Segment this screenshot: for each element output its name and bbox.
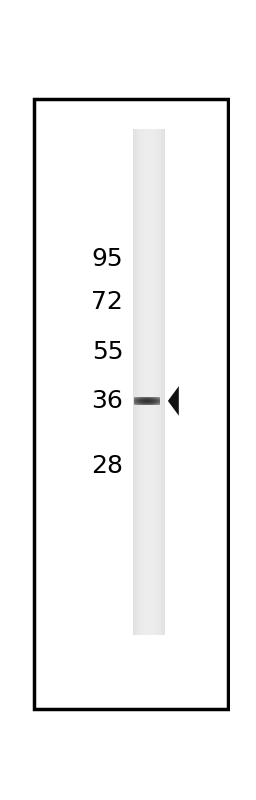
Polygon shape xyxy=(168,386,179,416)
Text: 72: 72 xyxy=(91,290,123,314)
Text: 55: 55 xyxy=(92,340,123,364)
Text: 36: 36 xyxy=(91,389,123,413)
Text: 95: 95 xyxy=(92,247,123,271)
Text: 28: 28 xyxy=(91,454,123,478)
